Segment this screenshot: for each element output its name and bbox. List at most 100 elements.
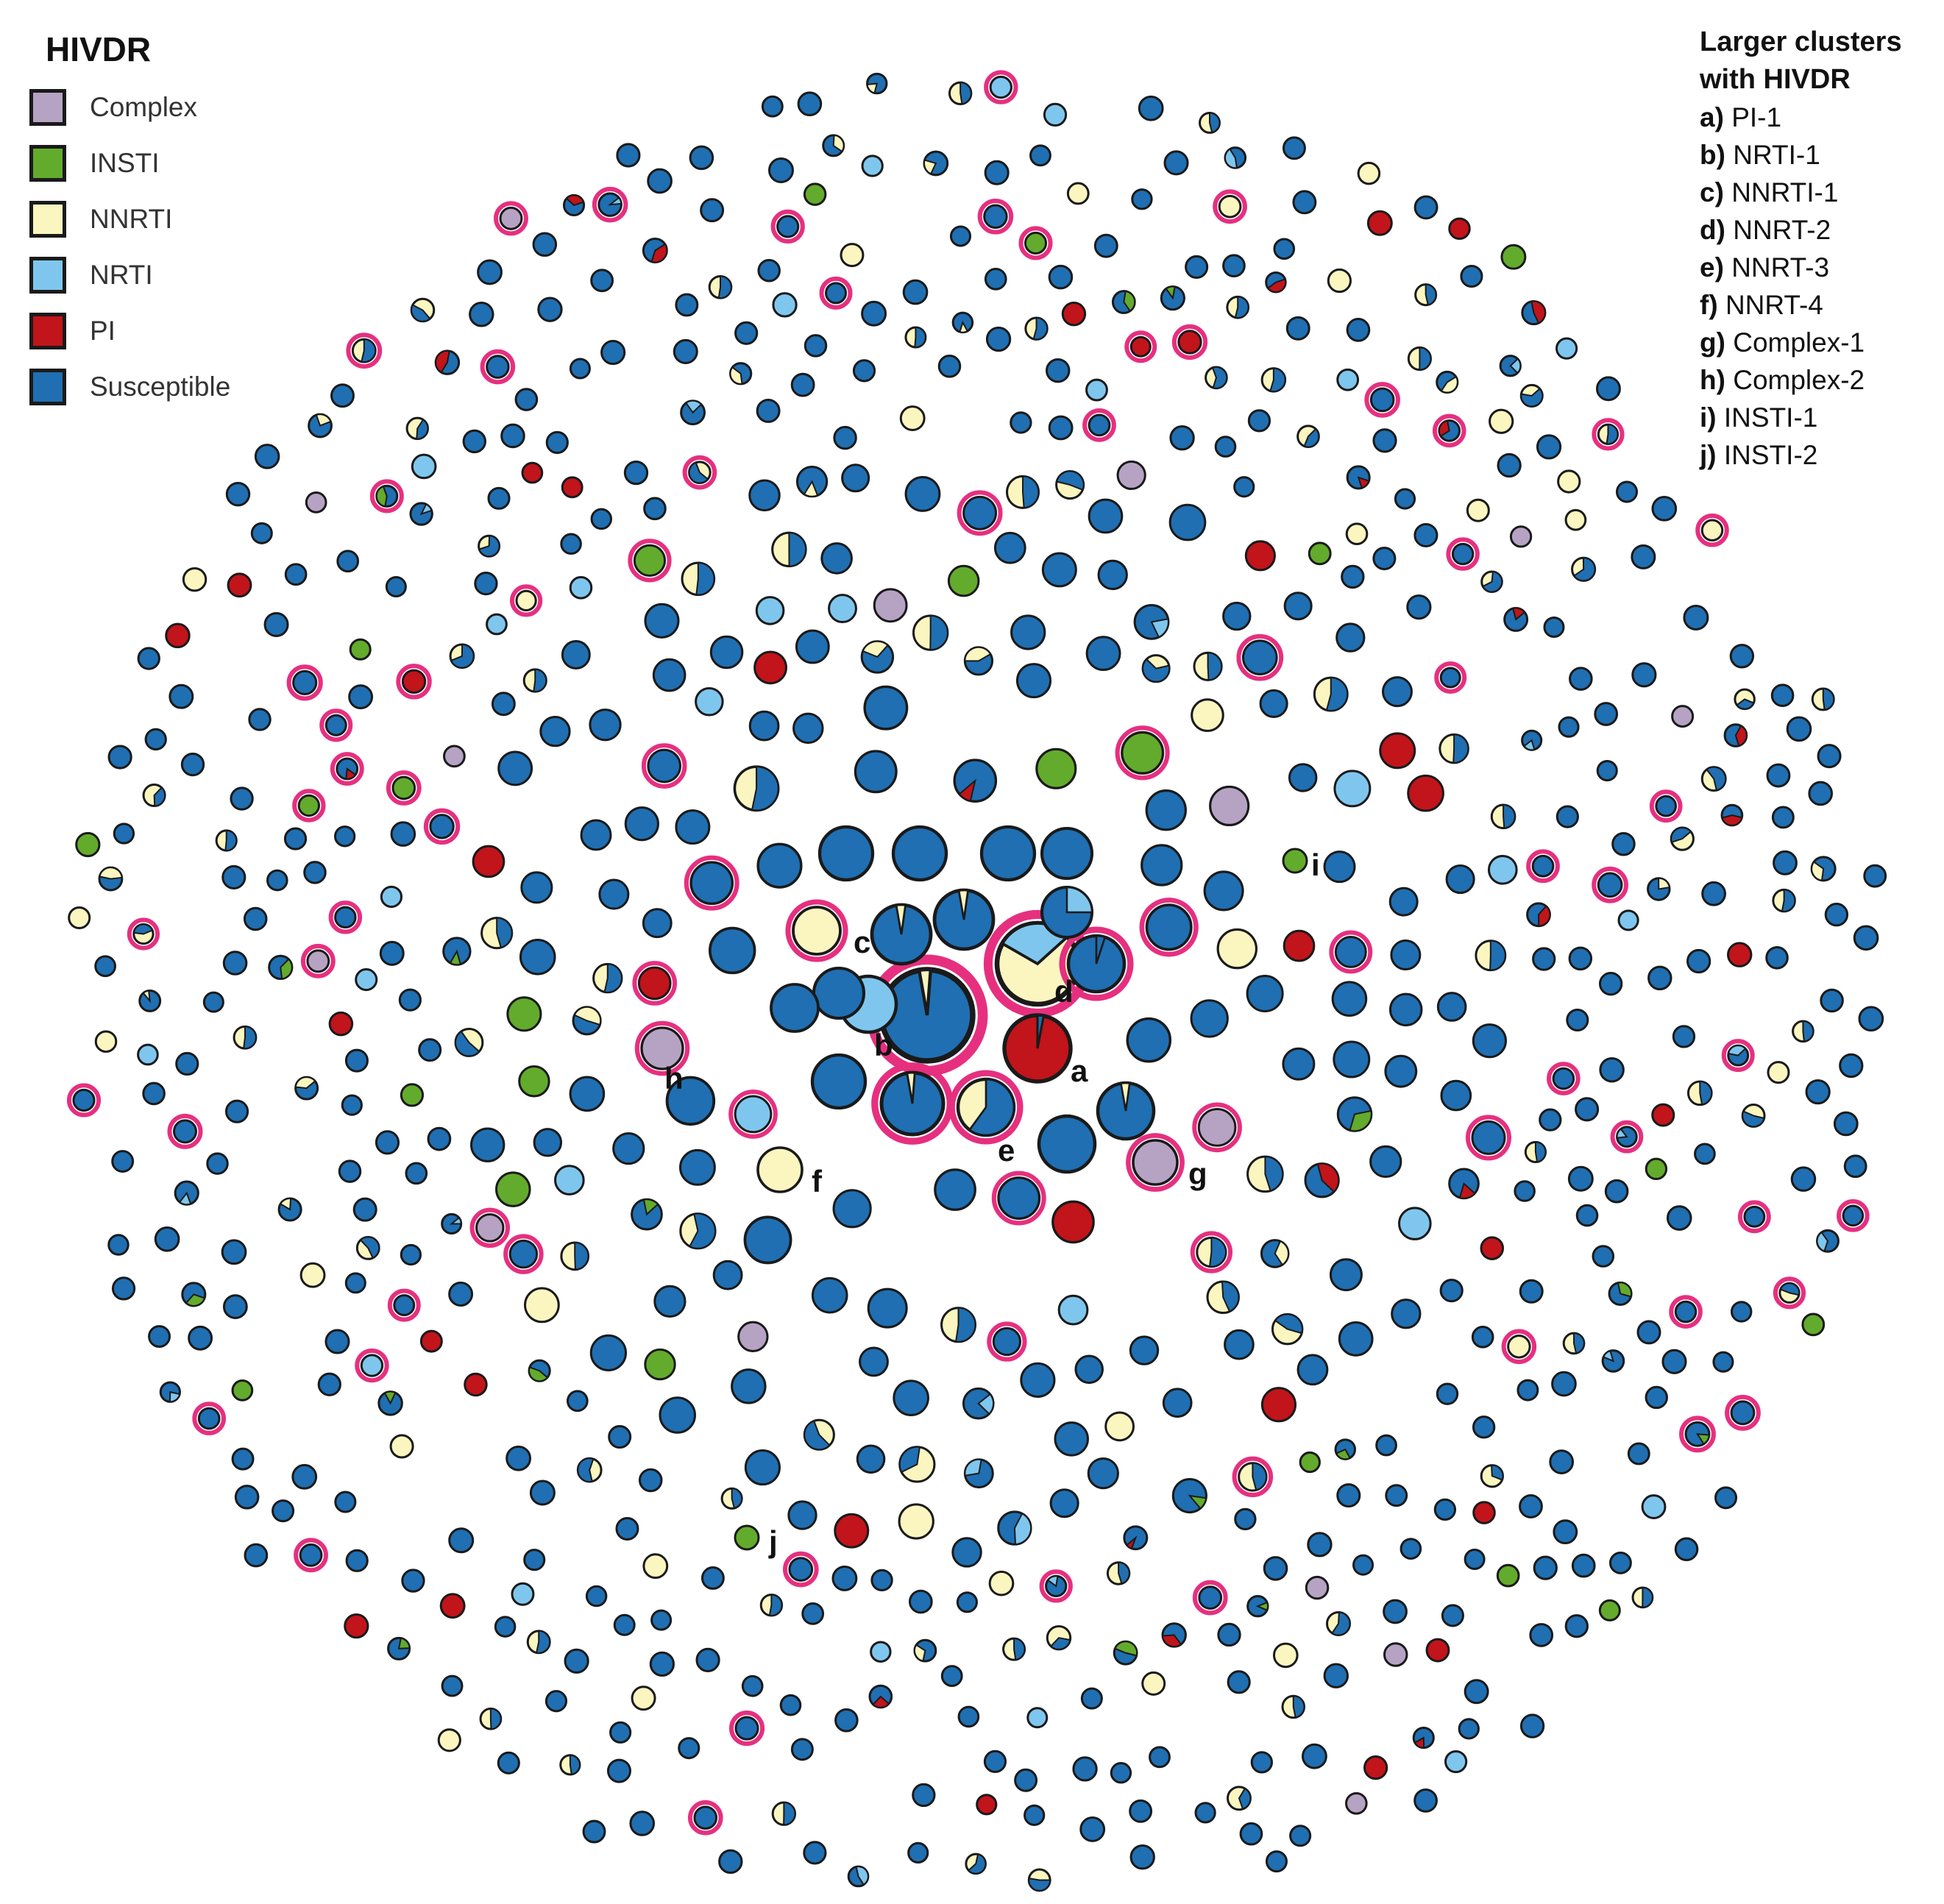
susceptible-cluster-node	[1234, 1507, 1257, 1531]
susceptible-cluster-node	[1048, 264, 1074, 290]
susceptible-cluster-node	[801, 1602, 825, 1625]
susceptible-segment	[959, 82, 972, 105]
susceptible-cluster-node	[1543, 616, 1565, 639]
cluster-key: g)	[1700, 327, 1725, 358]
legend-item-susceptible: Susceptible	[29, 359, 309, 415]
insti-cluster-node	[386, 770, 422, 806]
insti-segment	[642, 1198, 659, 1216]
susceptible-cluster-node	[810, 1053, 868, 1110]
susceptible-cluster-node	[1250, 1751, 1273, 1774]
susceptible-cluster-node	[1594, 702, 1619, 726]
susceptible-cluster-node	[797, 91, 823, 117]
susceptible-cluster-node	[1381, 676, 1413, 708]
susceptible-cluster-node	[582, 1819, 606, 1844]
legend-label: NRTI	[90, 260, 153, 290]
susceptible-segment	[1425, 283, 1437, 306]
nnrti-segment	[832, 134, 845, 153]
nnrti-segment	[279, 1197, 292, 1211]
susceptible-cluster-node	[741, 1674, 764, 1697]
nrti-segment	[1727, 1045, 1747, 1056]
susceptible-cluster-node	[1729, 644, 1755, 669]
pi-cluster-node	[1051, 1200, 1095, 1244]
susceptible-cluster-node	[909, 1589, 933, 1614]
susceptible-cluster-node	[539, 716, 571, 747]
susceptible-cluster-node	[1074, 1354, 1104, 1385]
susceptible-cluster-node	[159, 1381, 181, 1403]
susceptible-segment	[1221, 1281, 1240, 1312]
susceptible-cluster-node	[1260, 1239, 1290, 1268]
nnrti-segment	[957, 889, 970, 920]
pi-cluster-node	[464, 1372, 488, 1397]
nrti-segment	[1509, 358, 1522, 374]
susceptible-cluster-node	[1514, 1180, 1536, 1202]
nrti-cluster-node	[1641, 1494, 1667, 1519]
legend-label: Susceptible	[90, 372, 231, 402]
susceptible-cluster-node	[1171, 1477, 1207, 1514]
susceptible-cluster-node	[748, 479, 781, 512]
susceptible-cluster-node	[1647, 965, 1672, 991]
nnrti-cluster-node	[1271, 1312, 1304, 1346]
susceptible-cluster-node	[1039, 1569, 1073, 1603]
susceptible-cluster-node	[1040, 885, 1094, 939]
susceptible-cluster-node	[254, 444, 280, 469]
susceptible-cluster-node	[787, 1500, 817, 1530]
susceptible-segment	[1572, 557, 1596, 582]
nnrti-cluster-node	[526, 1630, 551, 1655]
susceptible-cluster-node	[222, 1294, 248, 1319]
complex-cluster-node	[634, 1020, 690, 1076]
susceptible-segment	[478, 535, 500, 558]
susceptible-cluster-node	[1536, 434, 1562, 460]
nnrti-cluster-node	[1767, 1061, 1790, 1084]
nnrti-cluster-node	[479, 1707, 503, 1730]
legend-label: PI	[90, 316, 116, 346]
susceptible-cluster-node	[608, 1425, 632, 1449]
susceptible-cluster-node	[1824, 903, 1849, 927]
legend-item-complex: Complex	[29, 79, 309, 135]
susceptible-cluster-node	[1194, 1802, 1216, 1824]
nnrti-cluster-node	[1773, 1276, 1806, 1310]
cluster-entry: g) Complex-1	[1700, 324, 1935, 361]
nnrti-cluster-node	[1480, 570, 1503, 594]
susceptible-cluster-node	[1601, 1349, 1625, 1373]
susceptible-cluster-node	[1771, 806, 1795, 829]
susceptible-cluster-node	[1247, 409, 1271, 433]
susceptible-segment	[533, 668, 547, 693]
nnrti-cluster-node	[1439, 733, 1469, 764]
susceptible-cluster-node	[803, 1841, 827, 1865]
susceptible-segment	[1234, 296, 1249, 319]
pi-cluster-node	[1472, 1501, 1496, 1524]
complex-cluster-node	[494, 201, 528, 236]
susceptible-cluster-node	[385, 575, 407, 598]
susceptible-cluster-node	[1049, 1488, 1079, 1518]
susceptible-cluster-node	[1712, 1351, 1734, 1373]
nnrti-cluster-node	[1407, 346, 1432, 372]
nnrti-cluster-node	[1024, 316, 1049, 341]
susceptible-cluster-node	[206, 1152, 229, 1175]
nnrti-cluster-node	[720, 1487, 743, 1510]
susceptible-cluster-node	[623, 460, 649, 486]
nrti-segment	[1816, 1231, 1829, 1252]
susceptible-cluster-node	[782, 1551, 819, 1588]
cluster-name: INSTI-1	[1723, 402, 1818, 433]
susceptible-segment	[411, 304, 431, 322]
susceptible-segment	[1032, 316, 1049, 341]
nrti-cluster-node	[137, 1043, 159, 1066]
nrti-cluster-node	[755, 596, 785, 625]
susceptible-cluster-node	[1072, 1756, 1098, 1782]
complex-cluster-node	[1671, 705, 1695, 728]
susceptible-cluster-node	[533, 1128, 562, 1157]
susceptible-cluster-node	[1519, 1279, 1544, 1304]
susceptible-cluster-node	[1611, 831, 1636, 856]
susceptible-cluster-node	[263, 611, 289, 637]
susceptible-segment	[1330, 1611, 1351, 1636]
susceptible-cluster-node	[334, 1491, 357, 1513]
susceptible-cluster-node	[643, 497, 667, 521]
susceptible-cluster-node	[1394, 488, 1416, 510]
susceptible-cluster-node	[1608, 1281, 1633, 1306]
nrti-swatch	[29, 257, 66, 294]
nnrti-cluster-node	[771, 531, 807, 568]
nnrti-segment	[1658, 877, 1670, 890]
nnrti-cluster-node	[1313, 676, 1349, 712]
susceptible-cluster-node	[1661, 1349, 1687, 1374]
susceptible-cluster-node	[902, 279, 929, 305]
